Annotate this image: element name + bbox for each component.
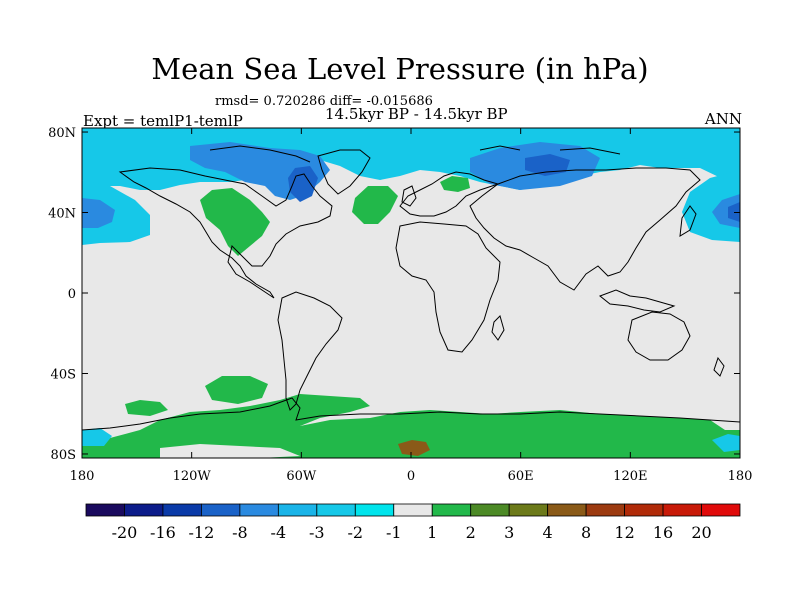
lat-tick-label: 40N (48, 207, 76, 222)
lat-tick-label: 80S (51, 448, 76, 463)
west-pacific-light-blue-region (82, 180, 150, 245)
coastlines (82, 145, 740, 431)
arctic-islands-coastline (209, 145, 621, 163)
australia-coastline (627, 311, 691, 361)
west-pacific-mid-blue-region (82, 198, 115, 228)
colorbar-swatch (316, 503, 356, 517)
colorbar-swatch (470, 503, 510, 517)
scandinavia-green-region (440, 176, 470, 192)
lat-tick-label: 0 (68, 287, 76, 302)
south-america-coastline (277, 291, 343, 411)
colorbar-swatch (701, 503, 741, 517)
map-title: Mean Sea Level Pressure (in hPa) (151, 52, 649, 86)
east-pacific-dark-blue-core (728, 202, 740, 222)
lon-tick-label: 120W (173, 469, 212, 484)
colorbar-label: 1 (427, 523, 437, 542)
colorbar-label: 2 (466, 523, 476, 542)
colorbar-swatch (508, 503, 549, 517)
lon-tick-label: 180 (728, 469, 753, 484)
lat-tick-label: 40S (51, 367, 76, 382)
antarctic-brown-patch (398, 440, 430, 456)
colorbar-label: -8 (232, 523, 248, 542)
colorbar-label: -16 (150, 523, 176, 542)
colorbar: -20 -16 -12 -8 -4 -3 -2 -1 1 2 3 4 8 12 16 20 (85, 503, 741, 542)
colorbar-swatch (162, 503, 202, 517)
latitude-ticks: 80N 40N 0 40S 80S (48, 126, 740, 463)
colorbar-label: 3 (504, 523, 514, 542)
colorbar-swatch (239, 503, 279, 517)
colorbar-swatch (624, 503, 664, 517)
hudson-dark-blue-core (288, 166, 318, 202)
season-label: ANN (704, 110, 742, 128)
rmsd-diff-stats: rmsd= 0.720286 diff= -0.015686 (215, 94, 433, 109)
antarctica-coastline (82, 397, 740, 431)
lon-tick-label: 60E (508, 469, 534, 484)
greenland-coastline (317, 149, 371, 195)
south-west-light-blue-patch (82, 428, 112, 446)
madagascar-coastline (491, 315, 505, 341)
siberia-dark-blue-core (525, 154, 570, 176)
southern-ocean-green-band (82, 394, 740, 458)
lon-tick-label: 180 (70, 469, 95, 484)
lon-tick-label: 0 (407, 469, 415, 484)
lon-tick-label: 60W (286, 469, 317, 484)
colorbar-label: 20 (691, 523, 711, 542)
experiment-label: Expt = temlP1-temlP (83, 112, 243, 130)
map-field (82, 128, 740, 458)
colorbar-label: -1 (386, 523, 402, 542)
colorbar-swatch (85, 503, 125, 517)
colorbar-swatch (201, 503, 241, 517)
colorbar-label: 16 (653, 523, 673, 542)
colorbar-label: -4 (271, 523, 287, 542)
south-pacific-green-region (205, 376, 268, 404)
colorbar-swatch (662, 503, 702, 517)
colorbar-label: -3 (309, 523, 325, 542)
africa-coastline (395, 221, 501, 353)
north-america-coastline (118, 167, 333, 299)
colorbar-label: 8 (581, 523, 591, 542)
antarctic-light-gray-patch (160, 444, 300, 458)
south-pacific-small-green-patch (125, 400, 168, 416)
colorbar-swatch (547, 503, 587, 517)
colorbar-swatch (431, 503, 472, 517)
colorbar-swatch (277, 503, 318, 517)
period-label: 14.5kyr BP - 14.5kyr BP (325, 105, 508, 123)
colorbar-swatch (354, 503, 395, 517)
colorbar-swatch (124, 503, 164, 517)
colorbar-label: -20 (112, 523, 138, 542)
uk-coastline (401, 185, 417, 207)
lat-tick-label: 80N (48, 126, 76, 141)
japan-coastline (679, 205, 697, 237)
colorbar-label: -12 (189, 523, 215, 542)
north-atlantic-green-region (352, 186, 398, 224)
lon-tick-label: 120E (613, 469, 647, 484)
colorbar-swatch (393, 503, 433, 517)
new-zealand-coastline (713, 356, 725, 377)
asia-coastline (469, 167, 701, 291)
south-east-light-blue-patch (712, 434, 740, 452)
maritime-continent-coastline (599, 289, 676, 313)
north-america-green-region (200, 188, 270, 256)
colorbar-label: -2 (347, 523, 363, 542)
colorbar-label: 12 (614, 523, 634, 542)
colorbar-swatch (585, 503, 625, 517)
longitude-ticks: 180 120W 60W 0 60E 120E 180 (70, 128, 753, 484)
colorbar-label: 4 (543, 523, 553, 542)
